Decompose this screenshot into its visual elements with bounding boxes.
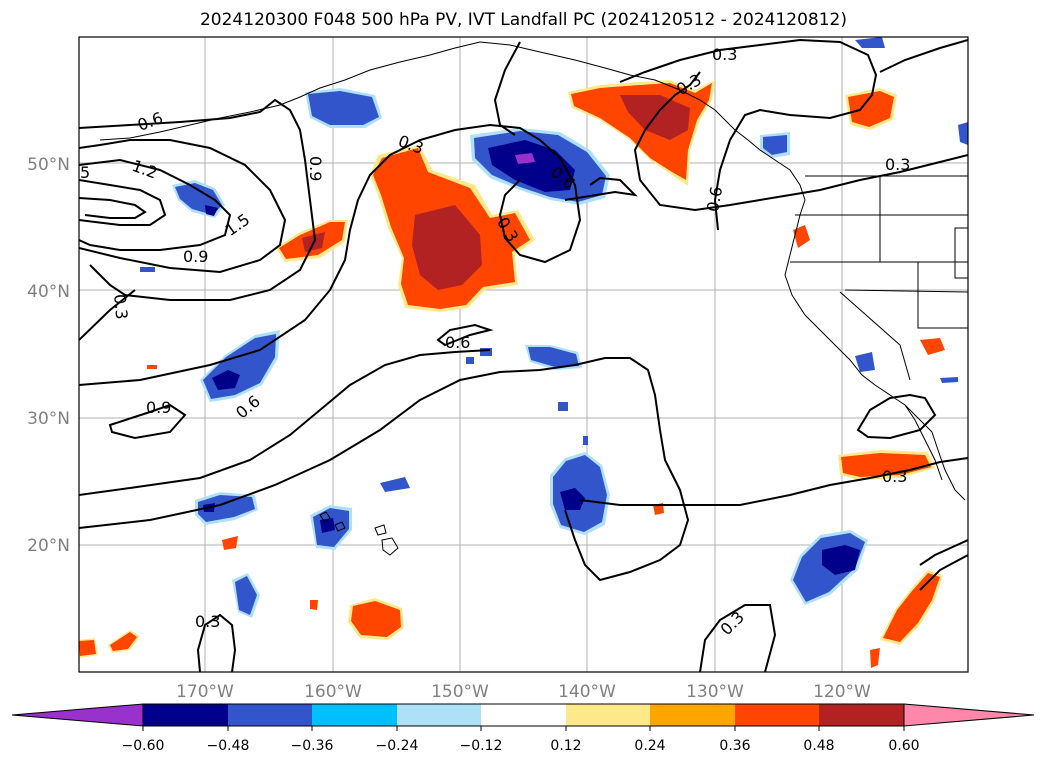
colorbar-swatch bbox=[566, 704, 650, 726]
colorbar-tick-label: 0.48 bbox=[803, 738, 834, 754]
longitude-labels: 170°W 160°W 150°W 140°W 130°W 120°W bbox=[176, 682, 871, 702]
colorbar-tick-label: 0.60 bbox=[888, 738, 919, 754]
contour-label: 0.3 bbox=[885, 155, 910, 174]
colorbar-swatch bbox=[143, 704, 228, 726]
colorbar-swatch bbox=[481, 704, 566, 726]
lat-label: 20°N bbox=[27, 536, 70, 556]
colorbar-tick-label: −0.12 bbox=[460, 738, 503, 754]
contour-label: 5 bbox=[80, 163, 90, 182]
positive-anomaly-shading bbox=[79, 80, 945, 668]
contour-label: 0.9 bbox=[306, 156, 325, 181]
contour-label: 0.3 bbox=[712, 45, 737, 64]
colorbar-swatch bbox=[312, 704, 397, 726]
lon-label: 170°W bbox=[176, 682, 234, 702]
contour-label: 0.6 bbox=[703, 185, 726, 213]
colorbar-extend-low bbox=[11, 703, 144, 727]
colorbar-swatch bbox=[650, 704, 735, 726]
colorbar-swatch bbox=[735, 704, 819, 726]
lon-label: 150°W bbox=[431, 682, 489, 702]
colorbar: −0.60 −0.48 −0.36 −0.24 −0.12 0.12 0.24 … bbox=[11, 703, 1035, 754]
pv-contours bbox=[79, 38, 968, 672]
colorbar-swatch bbox=[228, 704, 312, 726]
colorbar-swatch bbox=[397, 704, 481, 726]
lon-label: 140°W bbox=[558, 682, 616, 702]
colorbar-tick-label: 0.24 bbox=[634, 738, 665, 754]
lat-label: 40°N bbox=[27, 282, 70, 302]
contour-label: 0.3 bbox=[110, 293, 131, 320]
colorbar-tick-label: −0.24 bbox=[376, 738, 419, 754]
latitude-labels: 50°N 40°N 30°N 20°N bbox=[27, 155, 70, 556]
colorbar-tick-label: 0.12 bbox=[550, 738, 581, 754]
contour-label: 0.6 bbox=[445, 333, 470, 352]
contour-label: 0.3 bbox=[195, 612, 220, 631]
contour-label: 0.9 bbox=[183, 247, 208, 266]
colorbar-tick-label: −0.60 bbox=[122, 738, 165, 754]
map-frame bbox=[78, 36, 969, 673]
coastlines bbox=[99, 41, 968, 556]
colorbar-tick-label: −0.48 bbox=[207, 738, 250, 754]
colorbar-swatch bbox=[819, 704, 904, 726]
contour-label: 0.3 bbox=[882, 467, 907, 486]
lon-label: 120°W bbox=[813, 682, 871, 702]
colorbar-tick-label: −0.36 bbox=[291, 738, 334, 754]
negative-anomaly-shading bbox=[140, 37, 968, 618]
colorbar-extend-high bbox=[903, 703, 1035, 727]
lon-label: 130°W bbox=[686, 682, 744, 702]
lon-label: 160°W bbox=[304, 682, 362, 702]
lat-label: 50°N bbox=[27, 155, 70, 175]
contour-label: 0.9 bbox=[146, 398, 171, 417]
map-title: 2024120300 F048 500 hPa PV, IVT Landfall… bbox=[199, 10, 847, 30]
colorbar-tick-label: 0.36 bbox=[719, 738, 750, 754]
lat-label: 30°N bbox=[27, 409, 70, 429]
